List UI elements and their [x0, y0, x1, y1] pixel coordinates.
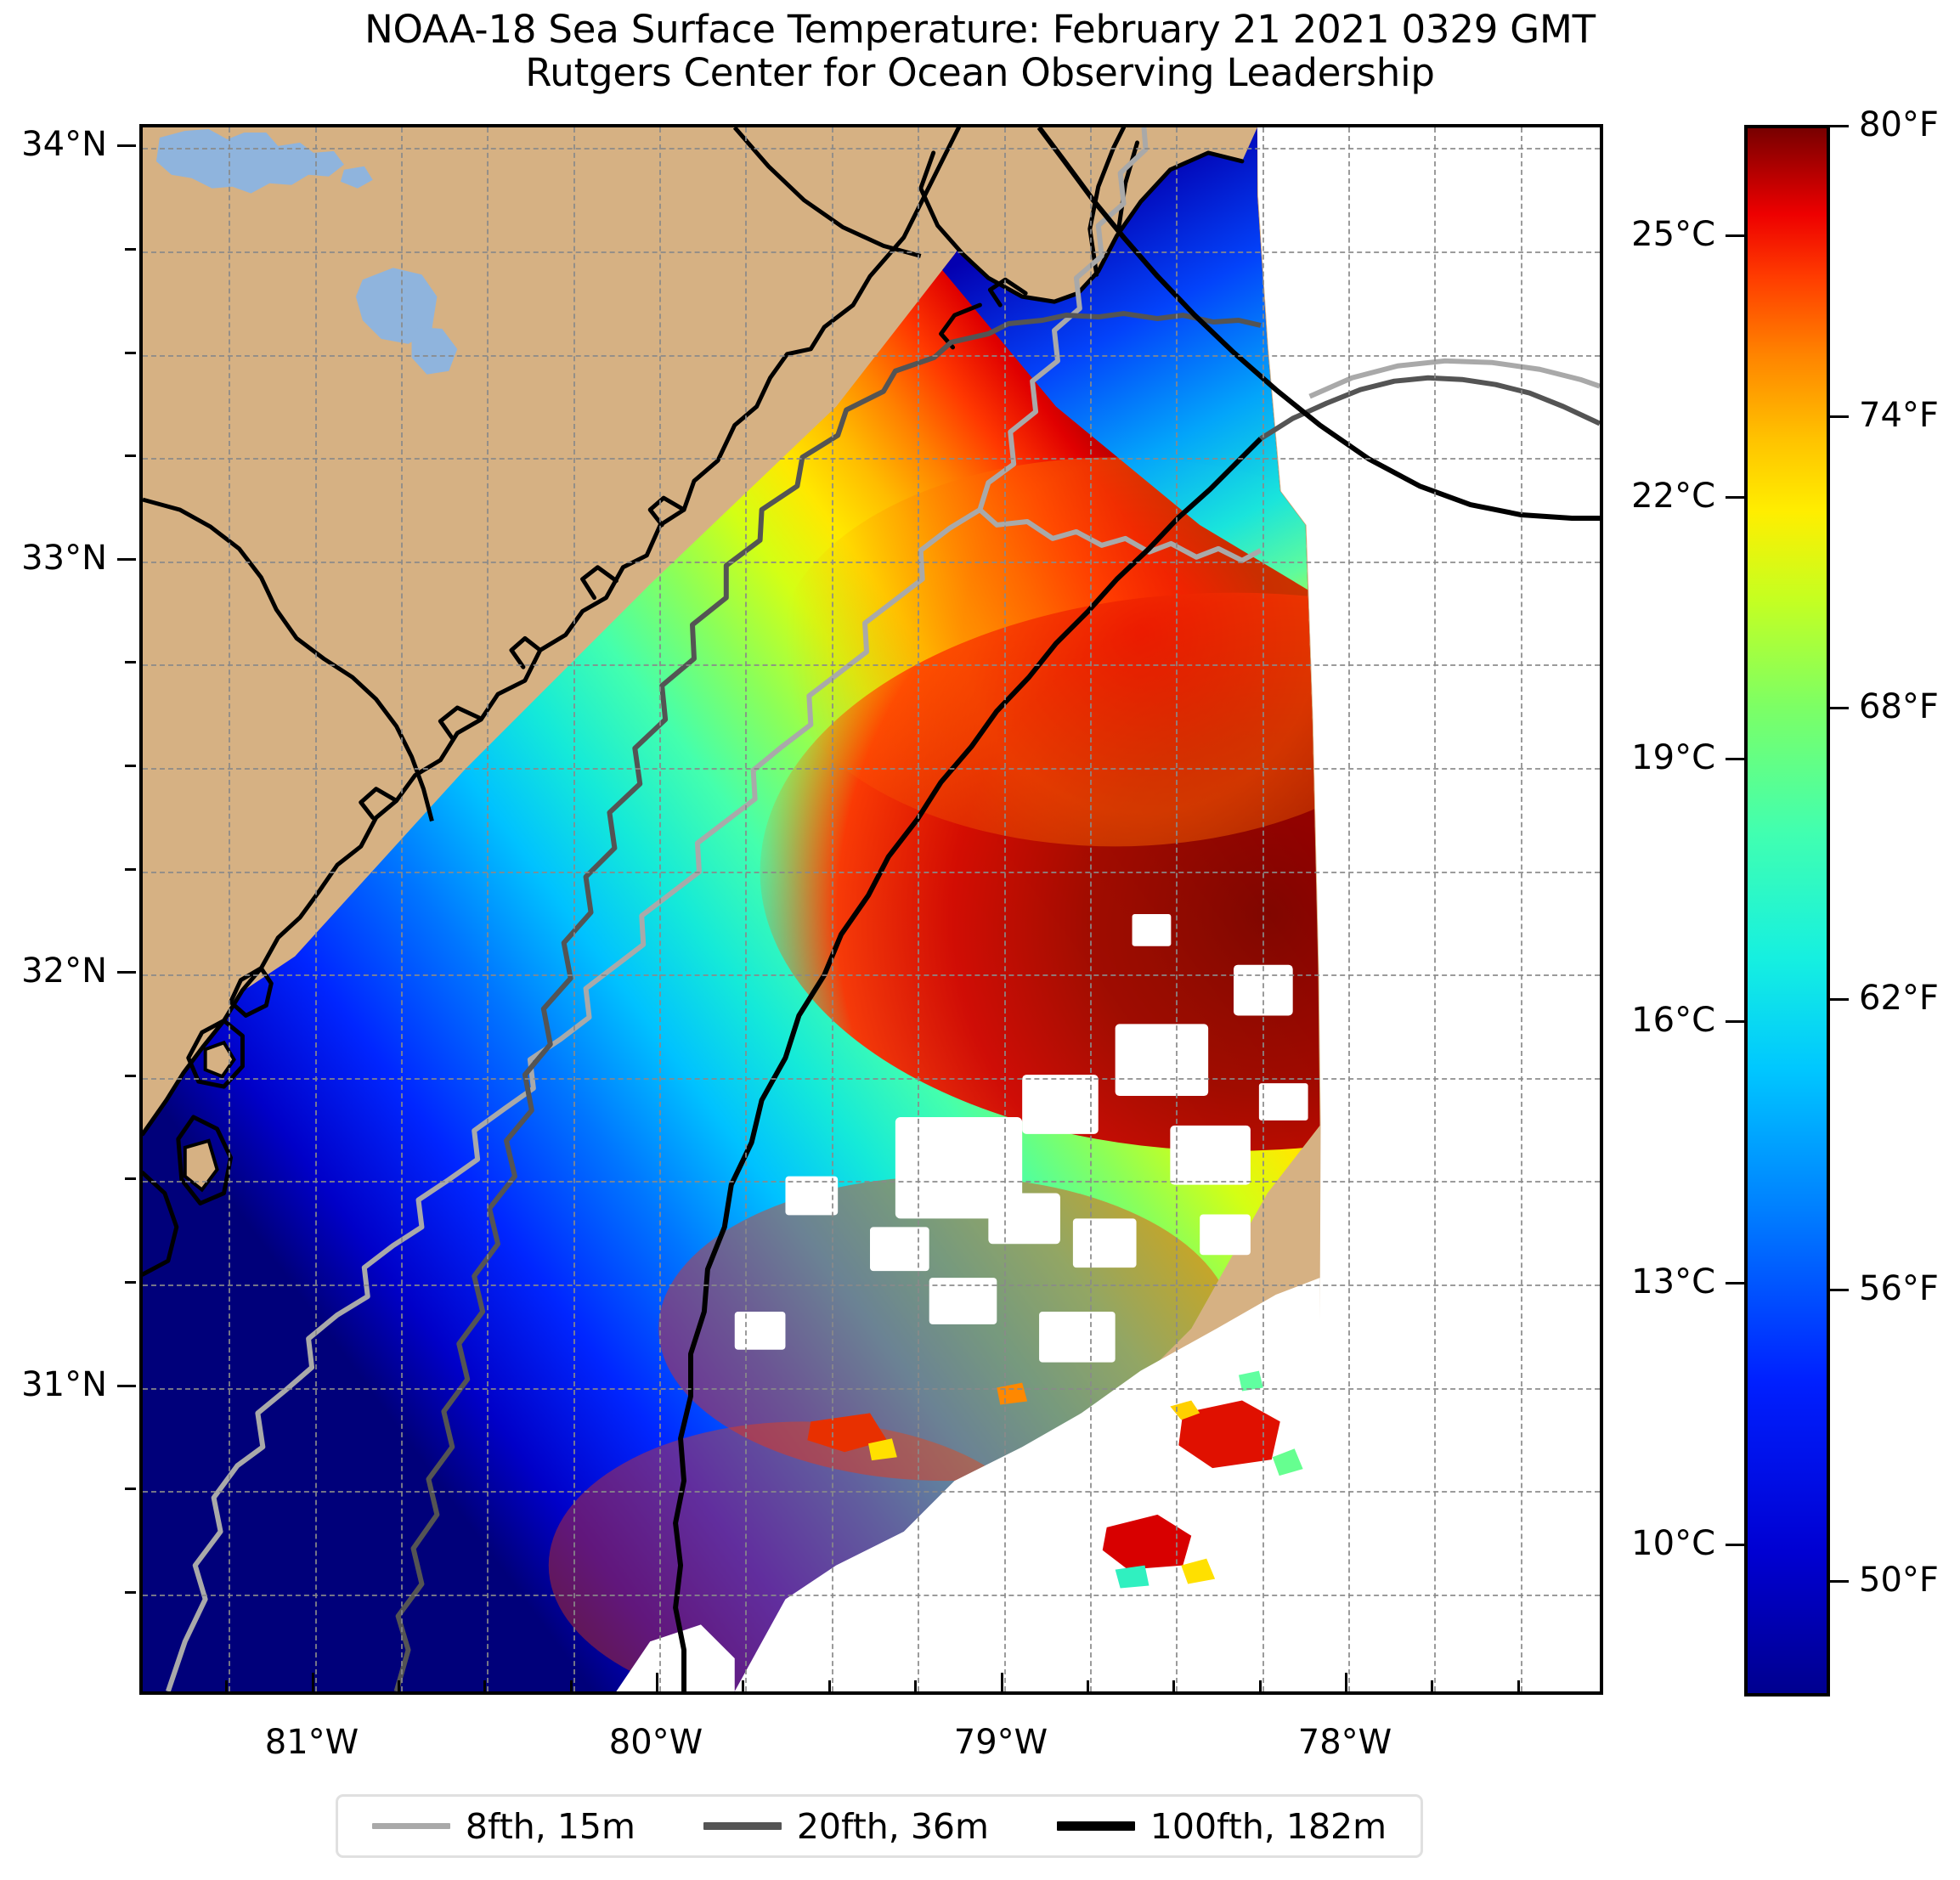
legend-label-100fth: 100fth, 182m [1149, 1805, 1387, 1847]
cb-label-80f: 80°F [1859, 105, 1939, 144]
inland-lakes [155, 128, 458, 375]
sst-raster-layer [143, 127, 1600, 1691]
cb-label-10c: 10°C [1631, 1524, 1715, 1563]
title-line-1: NOAA-18 Sea Surface Temperature: Februar… [364, 7, 1596, 52]
xtick-label-81w: 81°W [264, 1723, 359, 1762]
inland-boundary-north [732, 127, 922, 258]
legend-item-20fth[interactable]: 20fth, 36m [703, 1806, 989, 1847]
legend-label-20fth: 20fth, 36m [796, 1805, 989, 1847]
legend-item-8fth[interactable]: 8fth, 15m [371, 1805, 635, 1847]
swath-edge-nodata [1257, 127, 1600, 1691]
cb-label-22c: 22°C [1631, 477, 1715, 516]
contour-100fth [673, 437, 1262, 1691]
legend-item-100fth[interactable]: 100fth, 182m [1056, 1805, 1387, 1847]
contour-100fth-northeast [1036, 127, 1600, 521]
contour-8fth-far-north [1308, 358, 1600, 399]
legend-line-swatch-100fth [1056, 1821, 1135, 1831]
ytick-label-32n: 32°N [21, 951, 107, 991]
cb-label-13c: 13°C [1631, 1262, 1715, 1301]
cb-label-16c: 16°C [1631, 1001, 1715, 1040]
cb-label-62f: 62°F [1859, 979, 1939, 1018]
xtick-label-79w: 79°W [953, 1723, 1048, 1762]
residual-sst-islands [807, 1370, 1303, 1589]
cb-label-56f: 56°F [1859, 1269, 1939, 1308]
legend-line-swatch-20fth [703, 1822, 782, 1830]
cb-label-19c: 19°C [1631, 738, 1715, 777]
land-mask-polygon [143, 127, 959, 1134]
cb-label-25c: 25°C [1631, 215, 1715, 254]
barrier-islands [183, 1040, 236, 1193]
sst-map-axes[interactable] [139, 124, 1603, 1695]
cb-label-74f: 74°F [1859, 396, 1939, 435]
cb-label-68f: 68°F [1859, 687, 1939, 726]
xtick-label-80w: 80°W [608, 1723, 703, 1762]
ytick-label-33n: 33°N [21, 539, 107, 578]
legend-label-8fth: 8fth, 15m [465, 1805, 635, 1847]
contour-8fth-north [977, 127, 1149, 511]
colorbar-body [1744, 125, 1830, 1697]
cb-label-50f: 50°F [1859, 1561, 1939, 1600]
title-line-2: Rutgers Center for Ocean Observing Leade… [525, 49, 1435, 95]
ytick-label-31n: 31°N [21, 1365, 107, 1404]
ytick-label-34n: 34°N [21, 125, 107, 164]
sst-colorbar[interactable]: 80°F 74°F 68°F 62°F 56°F 50°F 25°C 22°C … [1631, 105, 1939, 1697]
cloud-mask-patches [616, 913, 1320, 1691]
xtick-label-78w: 78°W [1297, 1723, 1392, 1762]
inland-state-boundary [143, 497, 434, 822]
legend-line-swatch-8fth [371, 1823, 450, 1829]
colorbar-gradient [1748, 128, 1827, 1693]
bathymetry-legend[interactable]: 8fth, 15m 20fth, 36m 100fth, 182m [336, 1794, 1423, 1858]
contour-100fth-north [1259, 375, 1600, 441]
figure-title: NOAA-18 Sea Surface Temperature: Februar… [0, 8, 1960, 95]
contour-8fth [166, 507, 1262, 1691]
